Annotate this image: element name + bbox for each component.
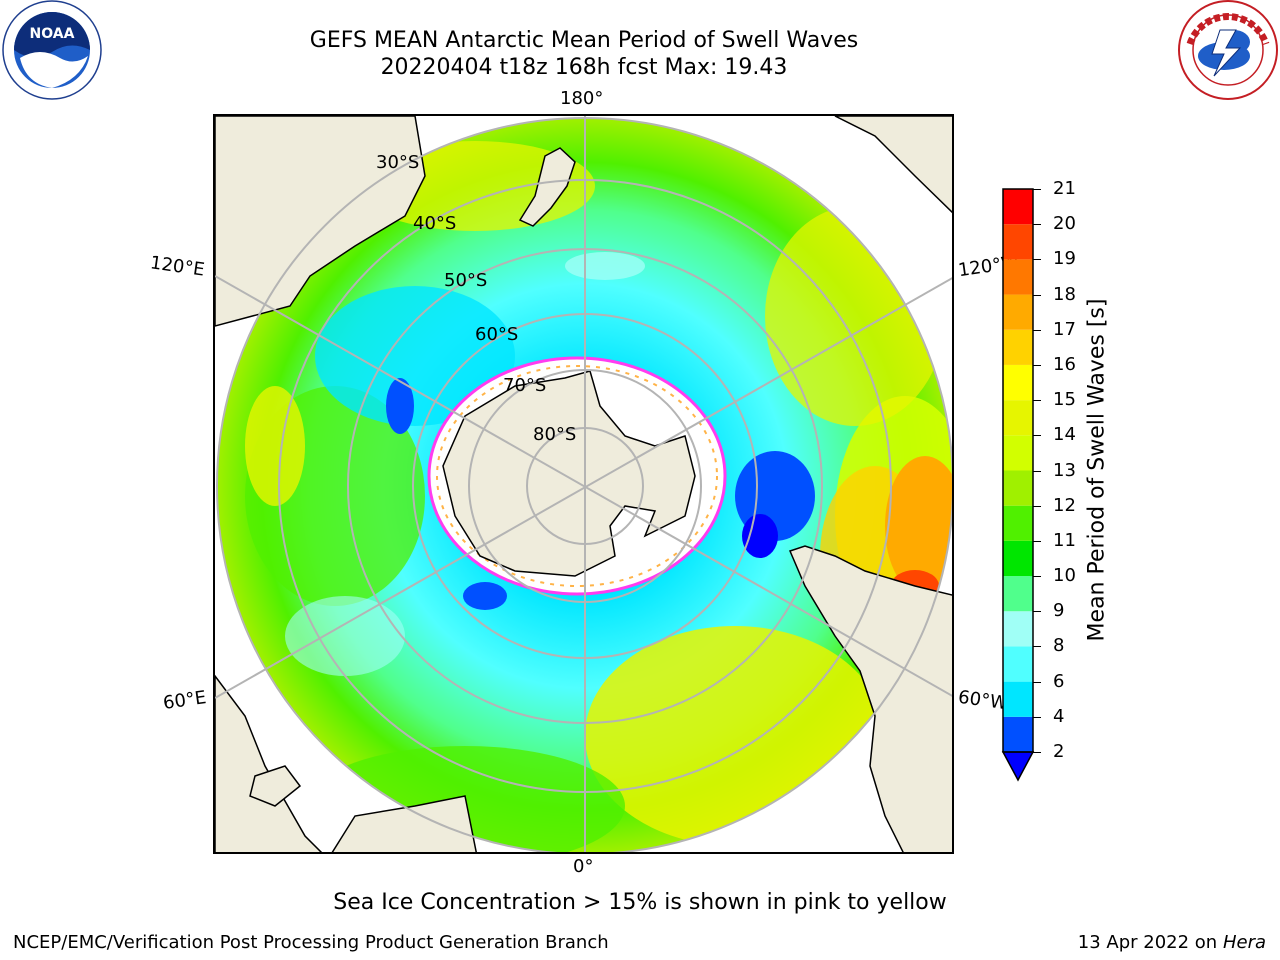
- colorbar-segment: [1003, 435, 1033, 471]
- colorbar-tick-mark: [1033, 224, 1041, 226]
- colorbar-tick-label: 2: [1053, 741, 1065, 762]
- colorbar-segment: [1003, 576, 1033, 612]
- colorbar-segment: [1003, 224, 1033, 260]
- lat-label-50s: 50°S: [444, 270, 488, 291]
- colorbar-tick-label: 6: [1053, 670, 1065, 692]
- colorbar-segment: [1003, 716, 1033, 752]
- antarctica-landmass: [442, 370, 696, 577]
- colorbar-segment: [1003, 259, 1033, 295]
- colorbar-tick-mark: [1033, 505, 1041, 507]
- colorbar-segment: [1003, 646, 1033, 682]
- colorbar-segment: [1003, 400, 1033, 436]
- colorbar-segment: [1003, 505, 1033, 541]
- colorbar-tick-mark: [1033, 576, 1041, 578]
- colorbar-tick-mark: [1033, 259, 1041, 261]
- noaa-logo-text: NOAA: [30, 26, 75, 42]
- colorbar-tick-label: 18: [1053, 283, 1076, 305]
- colorbar-tick-label: 19: [1053, 248, 1076, 270]
- colorbar-tick-mark: [1033, 752, 1041, 753]
- colorbar-tick-label: 12: [1053, 494, 1076, 516]
- colorbar-tick-mark: [1033, 364, 1041, 366]
- colorbar-tick-label: 14: [1053, 424, 1076, 446]
- colorbar-tick-label: 17: [1053, 318, 1076, 340]
- colorbar-tick-label: 21: [1053, 178, 1076, 199]
- colorbar: [1001, 188, 1035, 782]
- colorbar-tick-mark: [1033, 435, 1041, 437]
- footer-credit: NCEP/EMC/Verification Post Processing Pr…: [13, 932, 609, 953]
- colorbar-tick-label: 9: [1053, 600, 1065, 622]
- lon-label-60e: 60°E: [161, 687, 208, 714]
- lat-label-40s: 40°S: [413, 213, 457, 234]
- colorbar-segment: [1003, 540, 1033, 577]
- colorbar-tick-label: 20: [1053, 213, 1076, 235]
- map-canvas: [215, 116, 952, 852]
- colorbar-tick-label: 15: [1053, 389, 1076, 411]
- colorbar-segment: [1003, 189, 1033, 225]
- colorbar-segment: [1003, 611, 1033, 647]
- lat-label-30s: 30°S: [376, 152, 420, 173]
- lon-label-120e: 120°E: [148, 252, 206, 281]
- footer-host: Hera: [1222, 932, 1266, 953]
- colorbar-tick-mark: [1033, 646, 1041, 648]
- colorbar-tick-mark: [1033, 681, 1041, 683]
- colorbar-tick-mark: [1033, 611, 1041, 613]
- colorbar-segment: [1003, 294, 1033, 330]
- colorbar-tick-label: 11: [1053, 529, 1076, 551]
- colorbar-segment: [1003, 329, 1033, 365]
- colorbar-tick-label: 10: [1053, 565, 1076, 587]
- colorbar-segment: [1003, 681, 1033, 717]
- map-title: GEFS MEAN Antarctic Mean Period of Swell…: [309, 28, 859, 53]
- colorbar-tick-mark: [1033, 716, 1041, 718]
- footer-date-text: 13 Apr 2022 on: [1077, 932, 1223, 953]
- colorbar-tick-label: 13: [1053, 459, 1076, 481]
- land-masses: [215, 116, 952, 852]
- colorbar-tick-mark: [1033, 329, 1041, 331]
- map-panel: [213, 114, 954, 854]
- graticule: [215, 116, 952, 852]
- colorbar-segment: [1003, 470, 1033, 506]
- colorbar-tick-label: 8: [1053, 635, 1065, 657]
- colorbar-title: Mean Period of Swell Waves [s]: [1084, 298, 1110, 642]
- colorbar-tick-mark: [1033, 294, 1041, 296]
- colorbar-tick-mark: [1033, 189, 1041, 190]
- colorbar-tick-mark: [1033, 540, 1041, 542]
- lat-label-70s: 70°S: [503, 375, 547, 396]
- colorbar-tick-label: 4: [1053, 705, 1065, 727]
- colorbar-tick-mark: [1033, 400, 1041, 402]
- colorbar-tick-mark: [1033, 470, 1041, 472]
- lat-label-60s: 60°S: [475, 324, 519, 345]
- noaa-logo: NOAA: [2, 0, 102, 100]
- lat-label-80s: 80°S: [533, 424, 577, 445]
- nws-logo: [1178, 0, 1278, 100]
- footer-date: 13 Apr 2022 on Hera: [1078, 932, 1266, 953]
- colorbar-extend-arrow: [1001, 751, 1035, 782]
- colorbar-segment: [1003, 364, 1033, 401]
- lon-label-0: 0°: [573, 856, 594, 877]
- sea-ice-caption: Sea Ice Concentration > 15% is shown in …: [333, 890, 947, 915]
- lon-label-180: 180°: [560, 88, 604, 109]
- map-subtitle: 20220404 t18z 168h fcst Max: 19.43: [380, 55, 788, 80]
- colorbar-tick-label: 16: [1053, 353, 1076, 375]
